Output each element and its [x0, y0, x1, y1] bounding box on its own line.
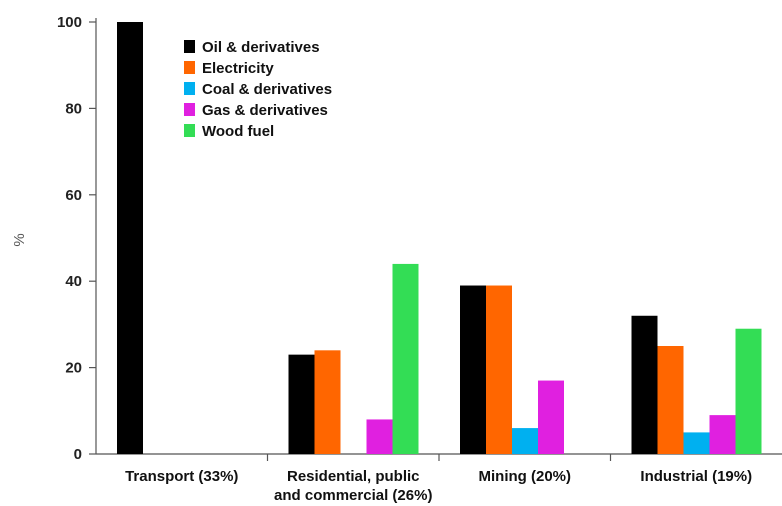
legend-label: Gas & derivatives: [202, 102, 328, 119]
y-tick-label: 20: [65, 360, 82, 377]
bar-oil-derivatives-3: [631, 315, 658, 454]
legend-swatch: [184, 61, 195, 74]
category-label: Residential, public and commercial (26%): [274, 468, 432, 504]
bar-electricity-1: [314, 350, 341, 454]
y-axis-label: %: [11, 233, 28, 246]
bar-electricity-3: [657, 346, 684, 454]
bar-oil-derivatives-1: [288, 354, 315, 454]
plot-area: 0 20 40 60 80 100 Transport (33%) Residential, …: [57, 14, 782, 504]
legend-swatch: [184, 82, 195, 95]
bar-coal-derivatives-2: [512, 428, 538, 454]
bar-electricity-2: [486, 285, 512, 454]
bar-gas-derivatives-2: [538, 380, 564, 454]
legend-swatch: [184, 124, 195, 137]
bar-wood-fuel-3: [735, 328, 762, 454]
bar-gas-derivatives-1: [366, 419, 393, 454]
category-label: Mining (20%): [479, 468, 572, 485]
legend-label: Oil & derivatives: [202, 39, 320, 56]
y-tick-label: 80: [65, 100, 82, 117]
legend-swatch: [184, 103, 195, 116]
legend-label: Coal & derivatives: [202, 81, 332, 98]
category-label: Transport (33%): [125, 468, 238, 485]
legend-label: Electricity: [202, 60, 274, 77]
y-tick-label: 100: [57, 14, 82, 31]
y-tick-label: 0: [74, 446, 82, 463]
bar-oil-derivatives-2: [460, 285, 486, 454]
y-tick-label: 60: [65, 187, 82, 204]
legend-swatch: [184, 40, 195, 53]
y-tick-label: 40: [65, 273, 82, 290]
legend-label: Wood fuel: [202, 123, 274, 140]
bar-coal-derivatives-3: [683, 432, 710, 454]
bar-gas-derivatives-3: [709, 415, 736, 454]
bar-wood-fuel-1: [392, 263, 419, 454]
category-label: Industrial (19%): [640, 468, 752, 485]
bar-oil-derivatives-0: [117, 22, 143, 454]
legend: Oil & derivatives Electricity Coal & deriv…: [184, 39, 332, 140]
